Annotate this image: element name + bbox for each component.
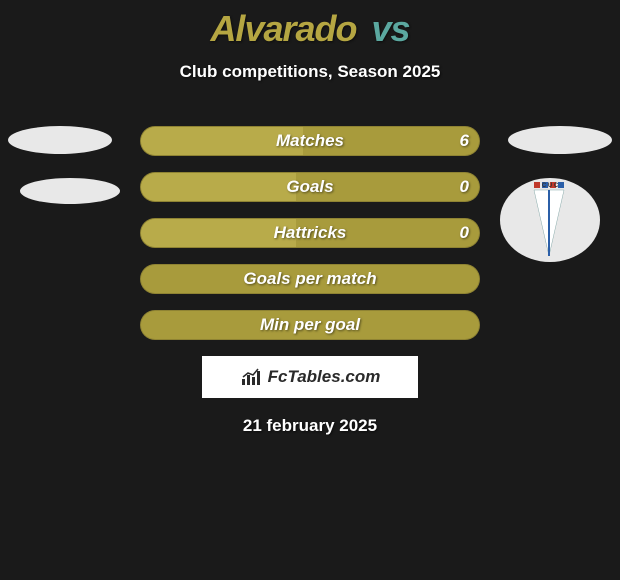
page-title: Alvarado vs (0, 0, 620, 50)
fctables-attribution: FcTables.com (202, 356, 418, 398)
date-label: 21 february 2025 (0, 416, 620, 436)
stat-label: Goals per match (243, 269, 376, 289)
stat-label: Min per goal (260, 315, 360, 335)
stat-value-right: 0 (460, 223, 469, 243)
stat-label: Hattricks (274, 223, 347, 243)
stat-bar: Min per goal (140, 310, 480, 340)
stat-value-right: 6 (460, 131, 469, 151)
stat-row-min-per-goal: Min per goal (0, 310, 620, 342)
chart-icon (240, 367, 264, 387)
stat-value-right: 0 (460, 177, 469, 197)
stat-row-hattricks: Hattricks 0 (0, 218, 620, 250)
vs-label: vs (372, 8, 410, 49)
stats-container: Matches 6 Goals 0 Hattricks 0 Goals per … (0, 126, 620, 342)
stat-bar: Hattricks 0 (140, 218, 480, 248)
stat-row-matches: Matches 6 (0, 126, 620, 158)
stat-bar: Goals 0 (140, 172, 480, 202)
stat-bar: Goals per match (140, 264, 480, 294)
team-left-name: Alvarado (210, 8, 356, 49)
stat-label: Goals (286, 177, 333, 197)
stat-bar: Matches 6 (140, 126, 480, 156)
fctables-label: FcTables.com (268, 367, 381, 387)
stat-row-goals-per-match: Goals per match (0, 264, 620, 296)
stat-label: Matches (276, 131, 344, 151)
stat-bar-fill (141, 173, 296, 201)
subtitle: Club competitions, Season 2025 (0, 62, 620, 82)
stat-row-goals: Goals 0 (0, 172, 620, 204)
